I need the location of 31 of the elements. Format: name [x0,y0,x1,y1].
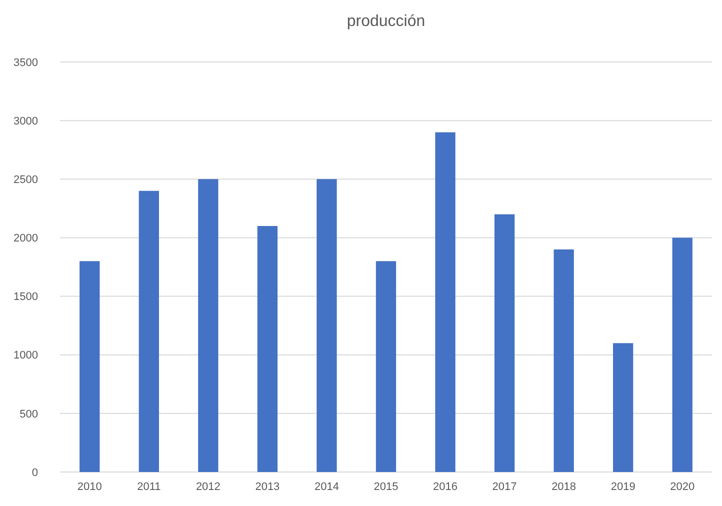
bar [316,179,337,472]
x-tick-label: 2019 [610,481,636,493]
bar [376,261,396,472]
bar [257,226,278,472]
chart-title: producción [346,13,426,30]
bar [198,179,218,472]
bar [138,190,159,472]
x-tick-label: 2013 [255,481,280,493]
bar [494,214,515,472]
bar [80,261,100,472]
y-tick-label: 1500 [14,291,38,304]
bar [554,249,574,472]
y-tick-label: 1000 [14,350,38,362]
x-tick-label: 2011 [137,481,161,493]
x-tick-label: 2020 [670,481,695,493]
y-tick-label: 0 [32,466,38,479]
bar [672,238,692,472]
y-tick-label: 2500 [14,174,38,186]
x-tick-label: 2012 [196,481,220,493]
y-tick-label: 3500 [14,56,38,69]
x-tick-label: 2015 [374,481,398,493]
bar [613,343,634,472]
x-tick-label: 2016 [433,481,458,493]
x-tick-label: 2017 [492,481,517,493]
y-tick-label: 3000 [14,115,38,128]
bar [435,132,456,472]
y-tick-label: 500 [20,408,38,420]
x-tick-label: 2010 [77,481,102,493]
x-tick-label: 2018 [552,481,576,493]
x-tick-label: 2014 [314,481,339,493]
y-tick-label: 2000 [14,232,38,245]
